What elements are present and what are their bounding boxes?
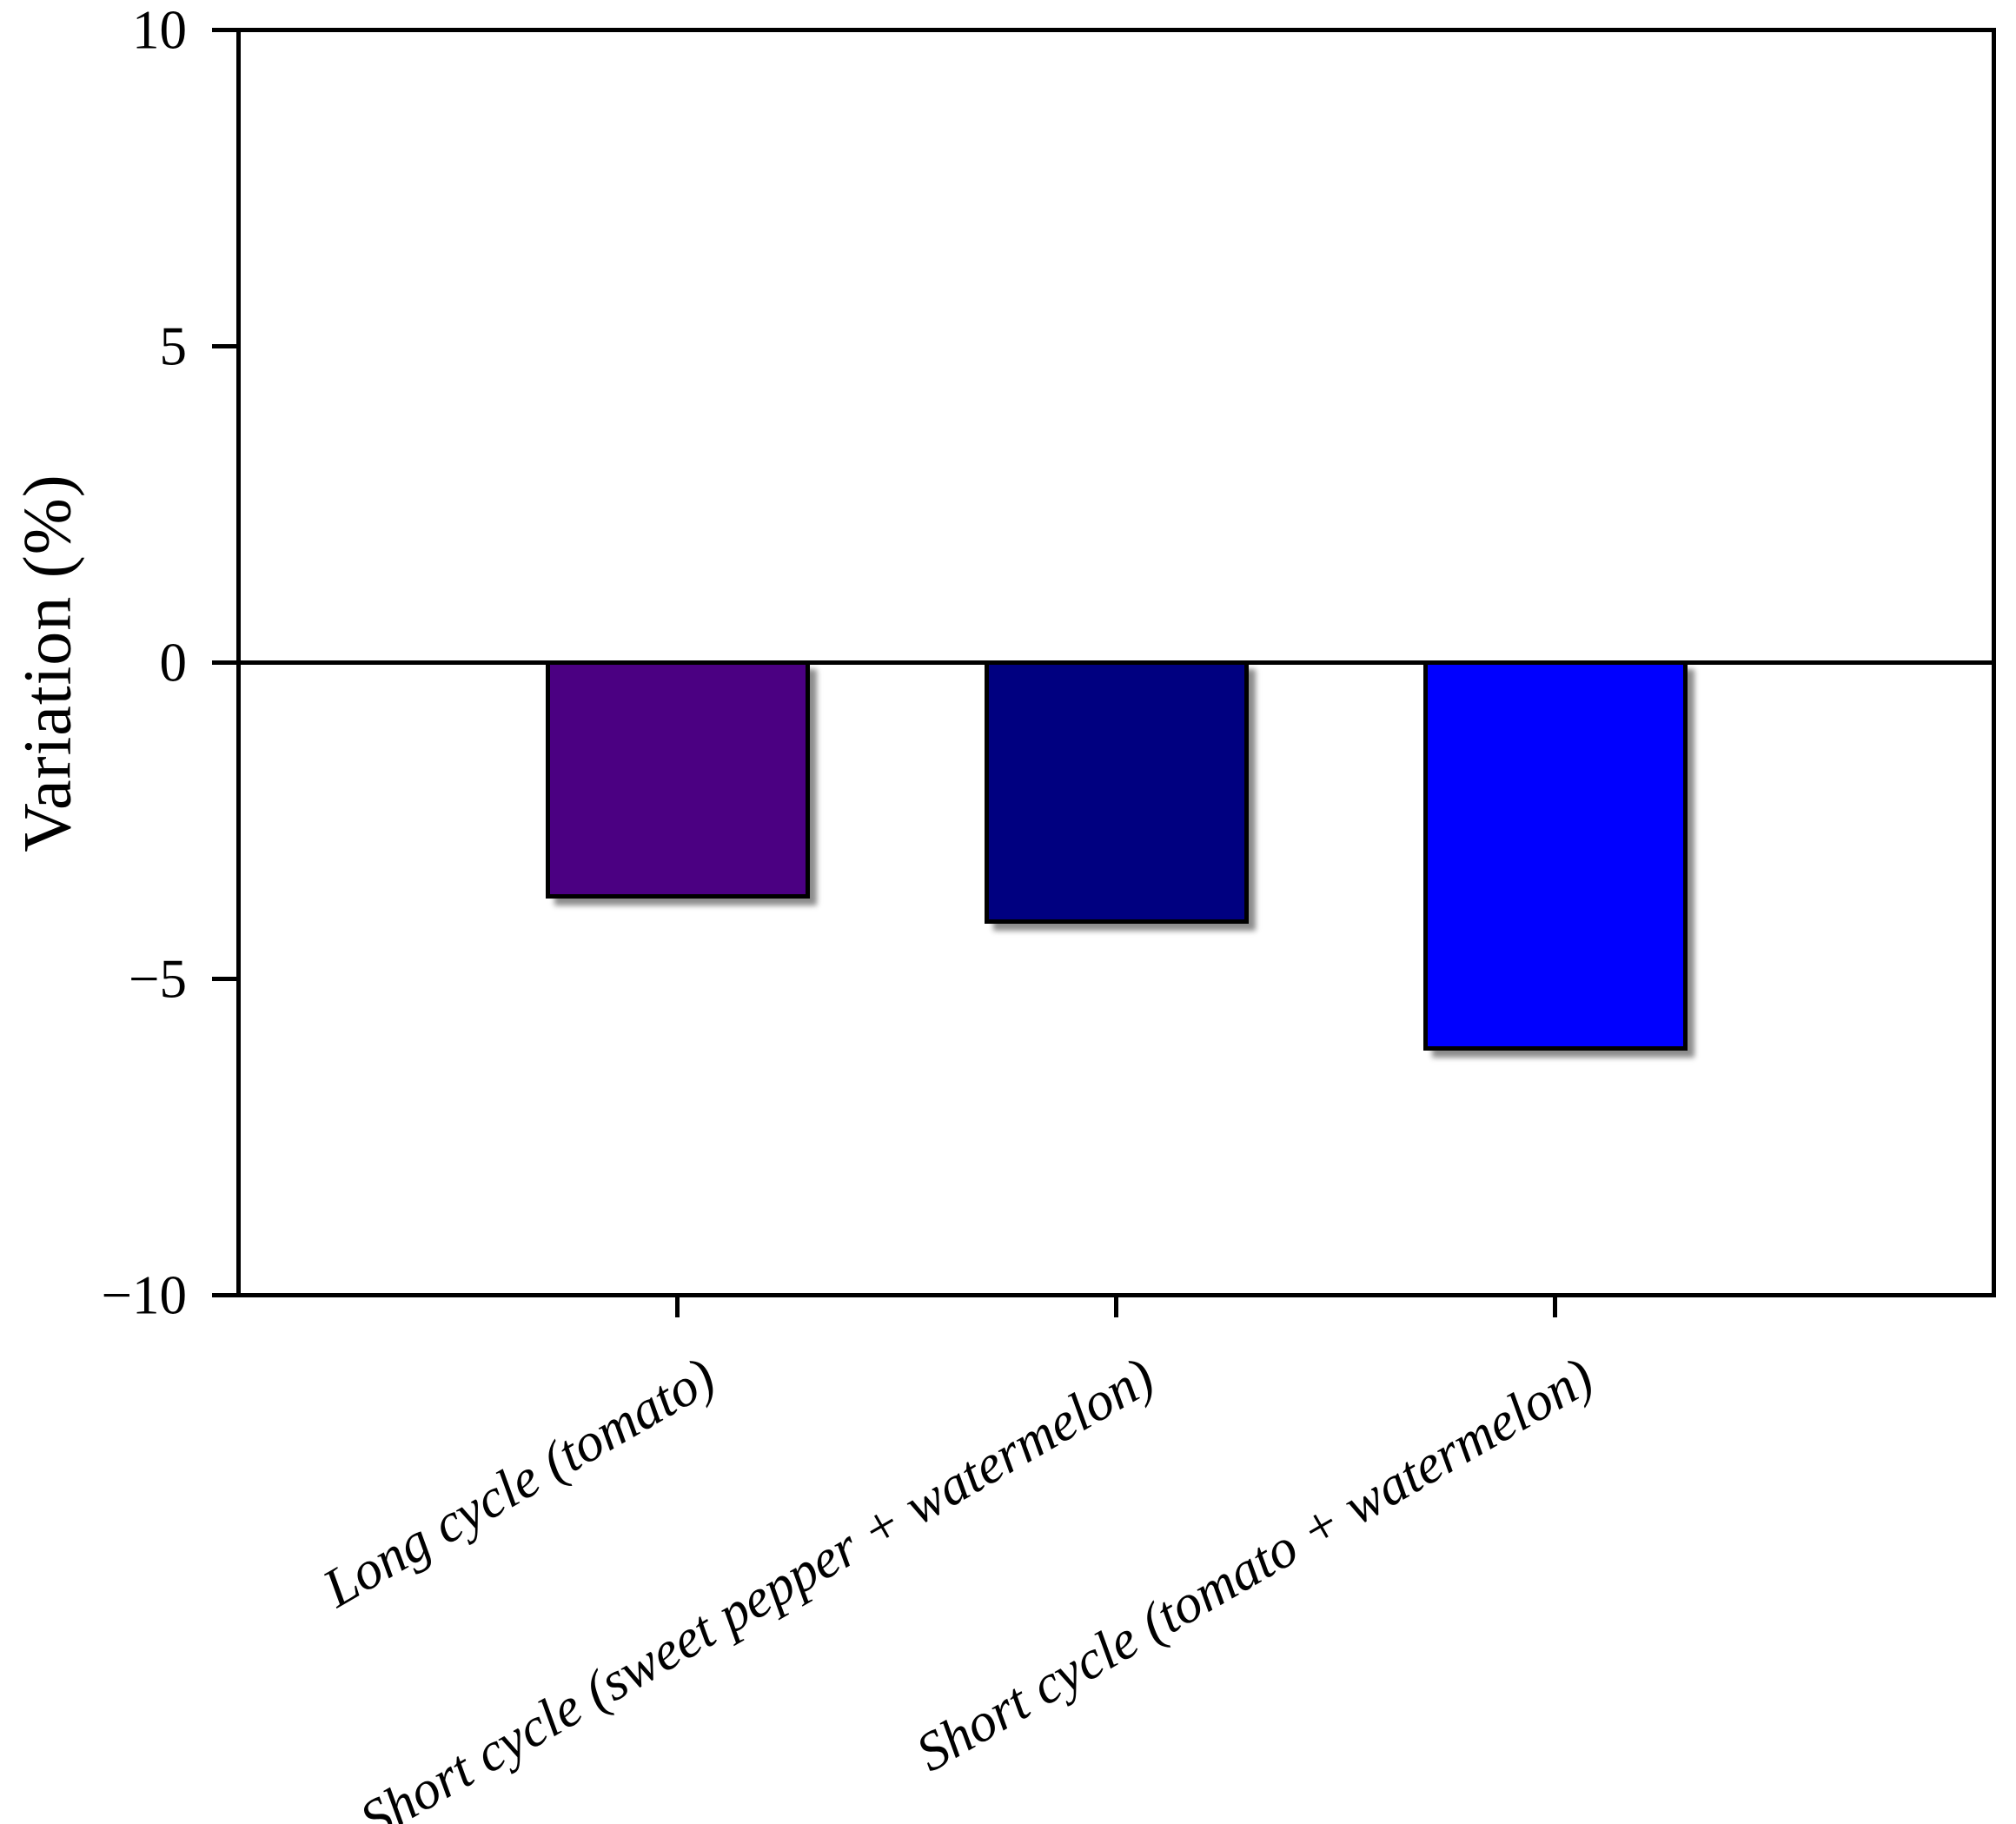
bar-long-cycle-tomato [545,660,810,899]
x-tick-mark [1114,1293,1118,1317]
x-tick-label: Long cycle (tomato) [313,1345,726,1619]
x-tick-label: Short cycle (tomato + watermelon) [905,1345,1603,1784]
x-tick-mark [1553,1293,1557,1317]
y-tick-label: −10 [101,1264,187,1325]
bar-short-cycle-tomato-watermelon [1422,660,1688,1051]
y-tick-label: −5 [128,948,187,1009]
y-tick-label: 10 [132,0,187,60]
y-tick-label: 5 [159,315,188,376]
bar-short-cycle-sweet-pepper-watermelon [984,660,1249,925]
y-axis-label-wrap: Variation (%) [0,28,96,1297]
y-tick-mark [212,660,236,665]
y-tick-mark [212,28,236,32]
y-axis-label: Variation (%) [10,473,85,852]
y-tick-mark [212,1293,236,1297]
x-tick-mark [675,1293,680,1317]
y-tick-mark [212,344,236,348]
y-tick-mark [212,977,236,981]
y-tick-label: 0 [159,632,188,693]
x-tick-label: Short cycle (sweet pepper + watermelon) [349,1345,1164,1824]
